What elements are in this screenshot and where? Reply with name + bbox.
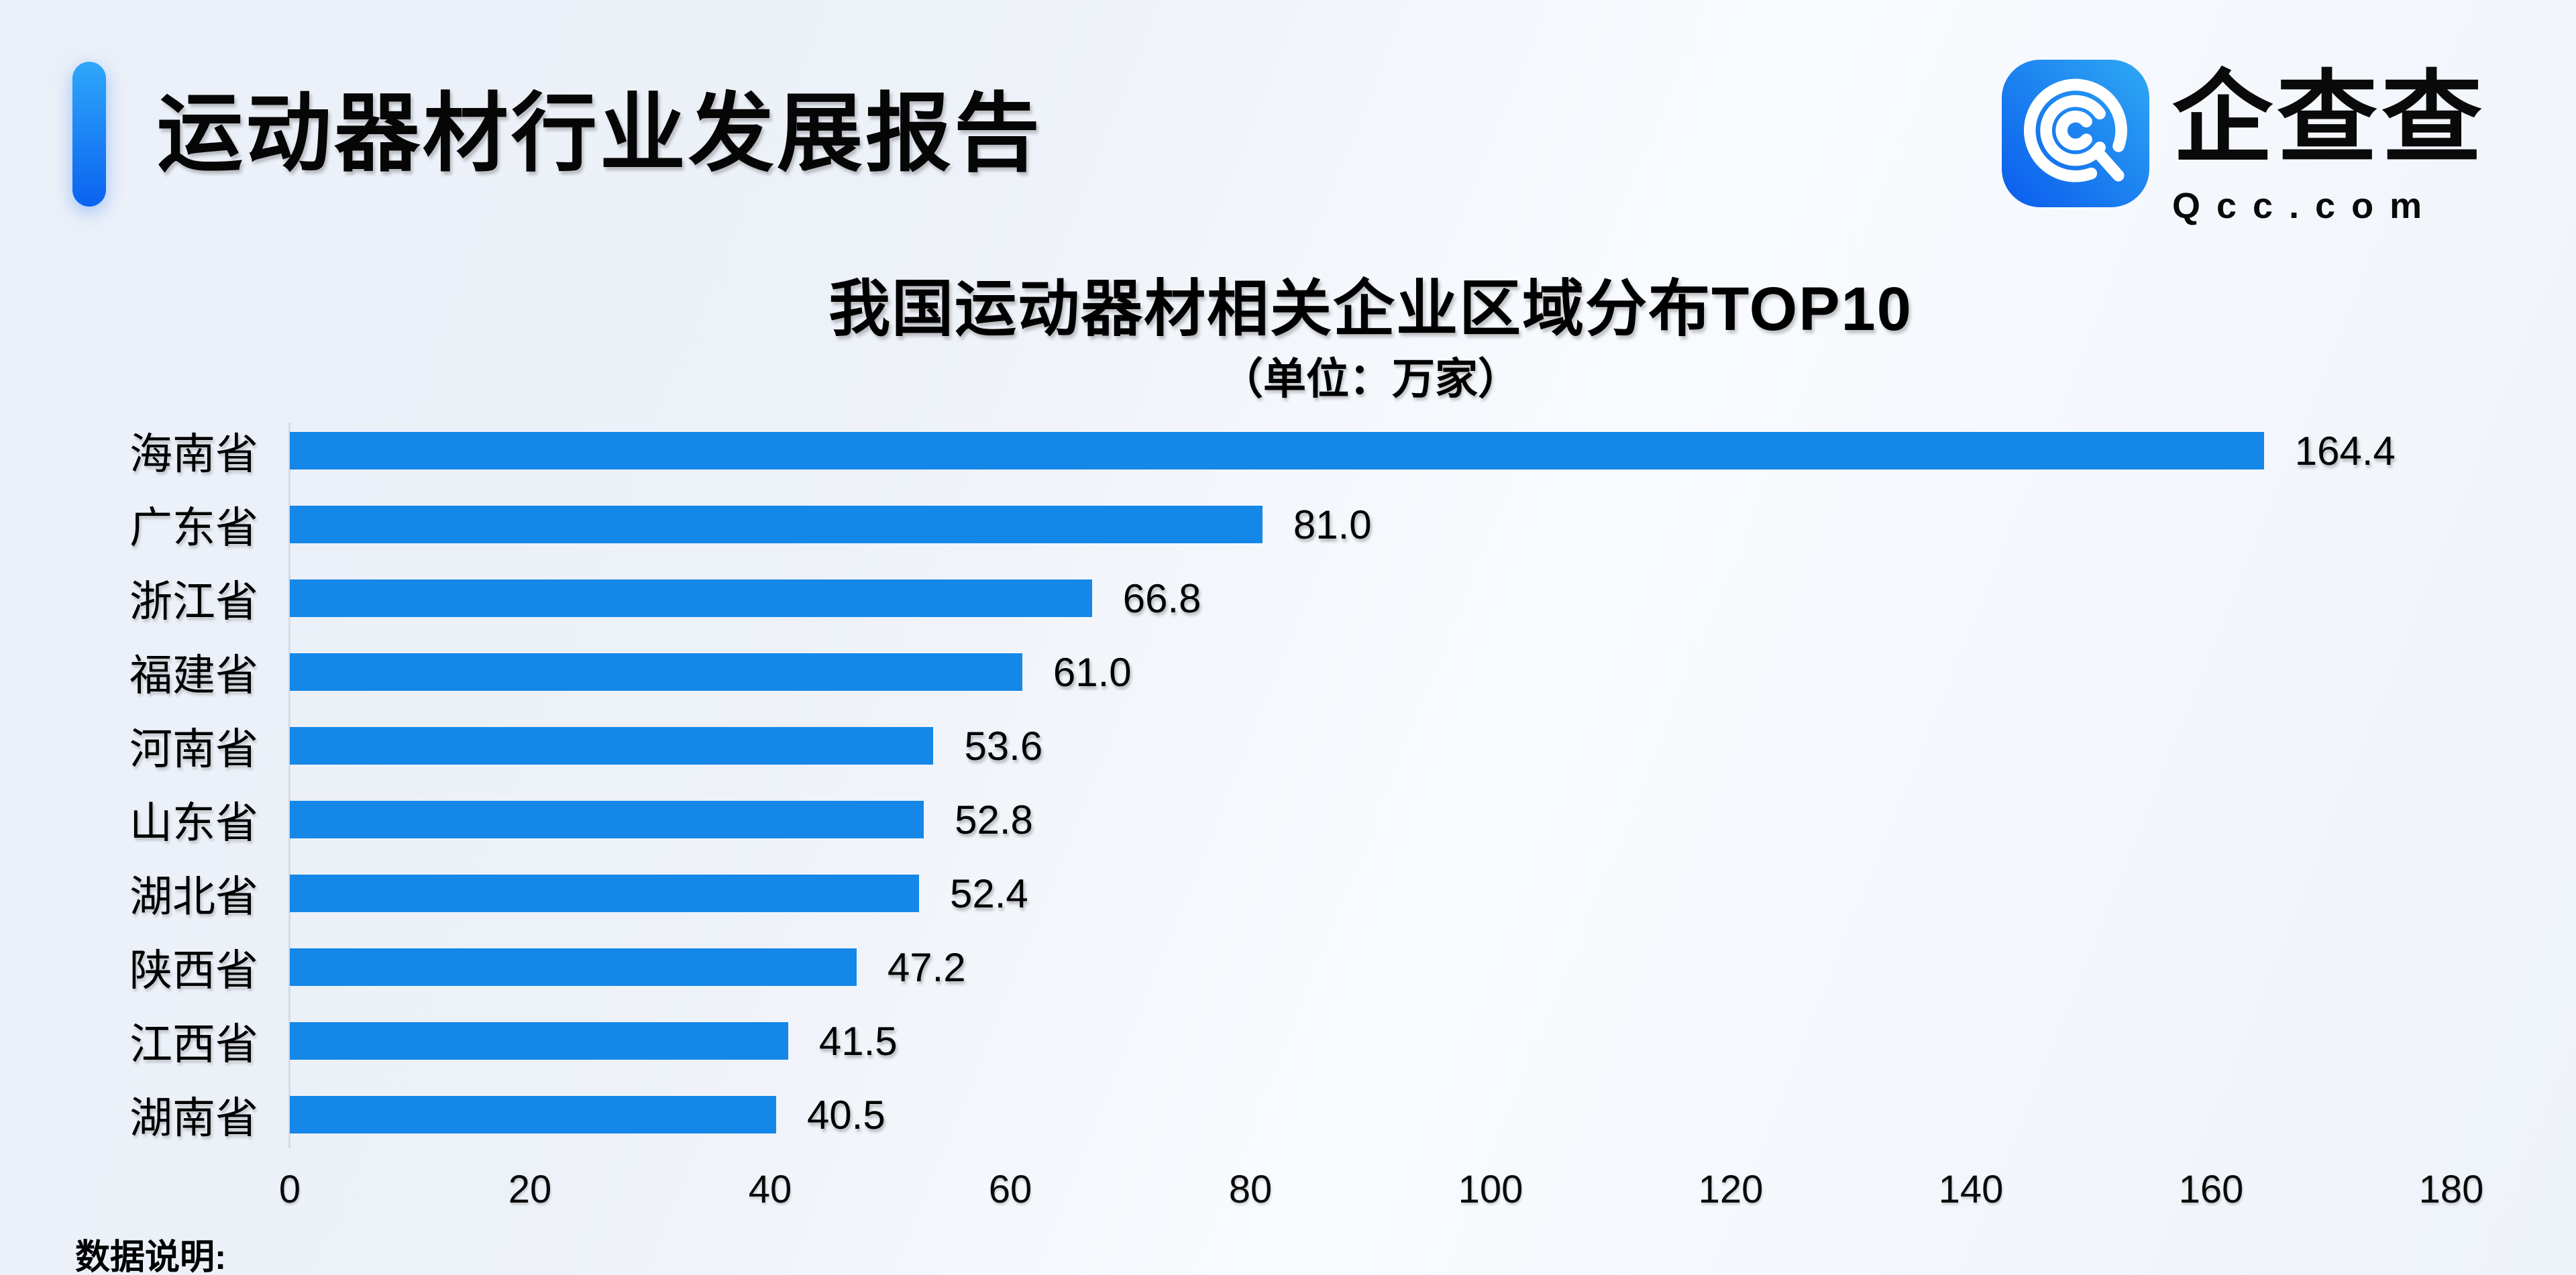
chart-row: 广东省 81.0 [0,488,2576,561]
qcc-logo-name: 企查查 [2172,62,2487,174]
qcc-logo-domain: Qcc.com [2172,186,2438,226]
category-label: 江西省 [129,1020,258,1068]
bar-chart: 海南省 164.4 广东省 81.0 浙江省 66.8 福建省 61.0 河南省 53.6 山东省 5… [0,414,2576,1152]
chart-row: 海南省 164.4 [0,414,2576,488]
chart-title: 我国运动器材相关企业区域分布TOP10 [828,275,1913,343]
value-label: 164.4 [2294,428,2396,474]
x-tick-label: 140 [1938,1168,2004,1211]
chart-row: 山东省 52.8 [0,783,2576,856]
bar [290,579,1092,617]
chart-row: 陕西省 47.2 [0,930,2576,1004]
value-label: 40.5 [806,1092,885,1138]
x-tick-label: 180 [2418,1168,2484,1211]
x-tick-label: 120 [1698,1168,1764,1211]
bar [290,727,934,765]
x-tick-label: 80 [1228,1168,1273,1211]
data-note-label: 数据说明: [75,1238,227,1275]
category-label: 浙江省 [129,577,258,626]
value-label: 53.6 [964,723,1043,769]
x-tick-label: 20 [508,1168,552,1211]
qcc-logo-text: 企查查 Qcc.com [2172,59,2486,227]
bar [290,432,2264,469]
value-label: 47.2 [887,944,966,990]
category-label: 福建省 [129,651,258,700]
bar [290,801,924,838]
chart-row: 江西省 41.5 [0,1004,2576,1078]
category-label: 海南省 [129,430,258,478]
x-tick-label: 60 [988,1168,1032,1211]
x-tick-label: 40 [748,1168,792,1211]
bar [290,948,857,986]
category-label: 山东省 [129,799,258,847]
value-label: 81.0 [1293,502,1372,547]
qcc-logo-icon [2002,60,2149,207]
x-axis: 0 20 40 60 80 100 120 140 160 180 [0,1167,2576,1221]
header-accent-bar [72,62,106,207]
y-axis-line [288,423,290,1148]
bar [290,506,1263,543]
value-label: 52.8 [955,797,1033,842]
bar [290,1022,788,1060]
category-label: 河南省 [129,725,258,773]
page-title: 运动器材行业发展报告 [157,86,1043,182]
value-label: 52.4 [949,871,1028,916]
category-label: 湖北省 [129,873,258,921]
x-tick-label: 100 [1458,1168,1523,1211]
x-tick-label: 160 [2178,1168,2244,1211]
bar [290,1096,776,1133]
chart-row: 浙江省 66.8 [0,561,2576,635]
chart-row: 河南省 53.6 [0,709,2576,783]
category-label: 陕西省 [129,946,258,995]
chart-row: 福建省 61.0 [0,635,2576,709]
bar [290,653,1022,691]
chart-subtitle: （单位：万家） [1220,355,1521,403]
chart-row: 湖北省 52.4 [0,856,2576,930]
category-label: 湖南省 [129,1094,258,1142]
value-label: 41.5 [818,1018,898,1064]
bar [290,875,919,912]
chart-row: 湖南省 40.5 [0,1078,2576,1152]
qcc-logo: 企查查 Qcc.com [2002,59,2486,227]
category-label: 广东省 [129,504,258,552]
x-tick-label: 0 [278,1168,301,1211]
value-label: 61.0 [1053,649,1132,695]
value-label: 66.8 [1122,575,1201,621]
